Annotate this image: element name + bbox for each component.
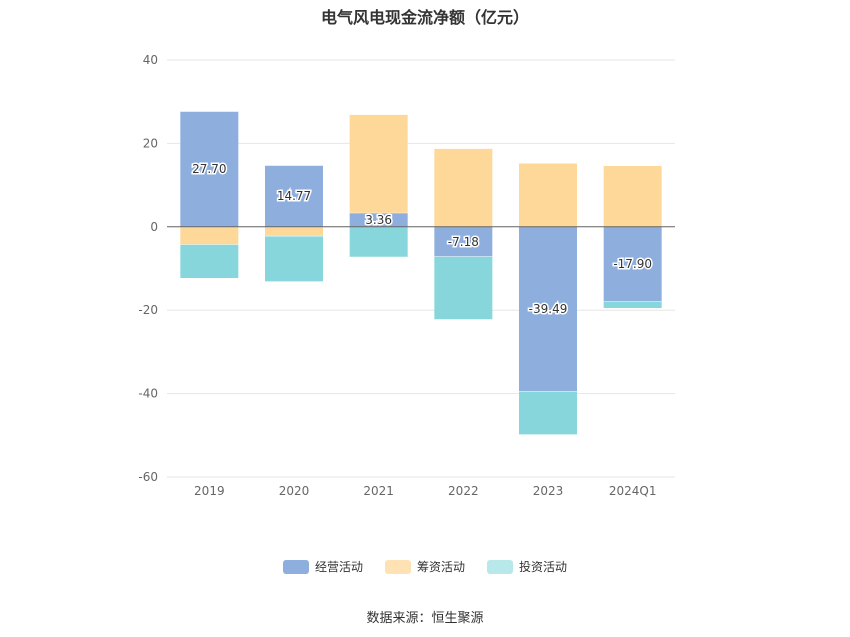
bar-经营活动-2023[interactable]	[519, 226, 577, 392]
bar-经营活动-2020[interactable]	[265, 165, 323, 227]
y-tick-label: -40	[138, 387, 158, 401]
chart-title: 电气风电现金流净额（亿元）	[320, 8, 529, 27]
bar-投资活动-2021[interactable]	[349, 226, 408, 258]
bars-layer	[180, 110, 662, 436]
data-label: -17.90	[613, 257, 652, 271]
data-label: -39.49	[529, 302, 568, 316]
data-label: 14.77	[277, 189, 311, 203]
bar-筹资活动-2019[interactable]	[180, 226, 239, 245]
legend-item-financing[interactable]: 筹资活动	[384, 558, 465, 575]
bar-经营活动-2021[interactable]	[349, 212, 408, 227]
bar-投资活动-2022[interactable]	[434, 256, 493, 320]
bar-筹资活动-2021[interactable]	[349, 114, 408, 213]
x-tick-label: 2023	[533, 484, 564, 498]
x-tick-label: 2019	[194, 484, 225, 498]
data-label: 3.36	[365, 213, 392, 227]
bar-经营活动-2024Q1[interactable]	[603, 226, 662, 302]
legend-item-operating[interactable]: 经营活动	[282, 558, 363, 575]
bar-经营活动-2022[interactable]	[434, 226, 493, 257]
labels-layer: 27.70 14.77 3.36 -7.18 -39.49 -17.90	[191, 161, 654, 318]
bar-投资活动-2023[interactable]	[519, 391, 577, 435]
x-tick-label: 2022	[448, 484, 479, 498]
legend: 经营活动 筹资活动 投资活动	[0, 558, 850, 575]
legend-label-financing: 筹资活动	[416, 560, 465, 574]
axis-layer: 40 20 0 -20 -40 -60 2019 2020 2021 2022 2023 2024Q1	[138, 53, 675, 498]
data-source: 数据来源：恒生聚源	[366, 611, 484, 626]
bar-筹资活动-2023[interactable]	[519, 162, 577, 227]
legend-item-investing[interactable]: 投资活动	[487, 558, 567, 575]
x-tick-label: 2024Q1	[609, 484, 657, 498]
data-label: 27.70	[192, 162, 226, 176]
bar-筹资活动-2022[interactable]	[434, 148, 493, 227]
x-tick-label: 2021	[363, 484, 394, 498]
y-tick-label: -20	[138, 303, 158, 317]
y-tick-label: 0	[150, 220, 158, 234]
bar-筹资活动-2024Q1[interactable]	[603, 165, 662, 227]
bar-筹资活动-2020[interactable]	[265, 226, 323, 237]
legend-swatch-investing	[487, 559, 513, 574]
grid-layer	[167, 59, 675, 478]
legend-label-investing: 投资活动	[519, 560, 568, 574]
y-tick-label: 20	[143, 136, 158, 150]
x-tick-label: 2020	[279, 484, 310, 498]
legend-label-operating: 经营活动	[314, 560, 363, 574]
bar-投资活动-2024Q1[interactable]	[603, 301, 662, 309]
legend-swatch-operating	[282, 559, 309, 574]
y-tick-label: 40	[143, 53, 158, 67]
bar-经营活动-2019[interactable]	[180, 111, 239, 227]
legend-swatch-financing	[384, 559, 411, 574]
y-tick-label: -60	[138, 470, 158, 484]
data-label: -7.18	[448, 235, 479, 249]
bar-投资活动-2019[interactable]	[180, 244, 239, 279]
bar-投资活动-2020[interactable]	[265, 236, 323, 282]
